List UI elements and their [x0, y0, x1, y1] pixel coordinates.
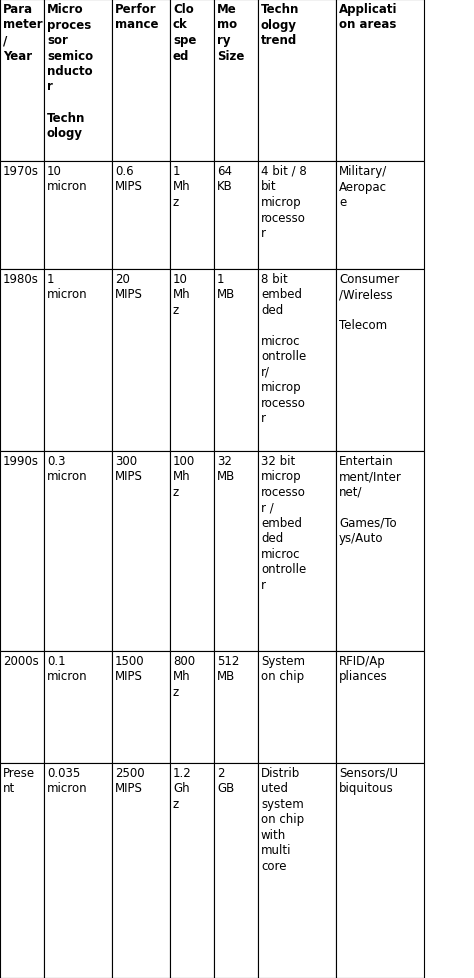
Text: 1980s: 1980s: [3, 273, 39, 286]
Text: Distrib
uted
system
on chip
with
multi
core: Distrib uted system on chip with multi c…: [261, 766, 304, 872]
Bar: [336, 651, 424, 763]
Bar: [336, 452, 424, 651]
Text: 1
Mh
z: 1 Mh z: [173, 165, 191, 208]
Text: 0.035
micron: 0.035 micron: [47, 766, 88, 795]
Text: 1.2
Gh
z: 1.2 Gh z: [173, 766, 192, 810]
Text: Perfor
mance: Perfor mance: [115, 3, 158, 31]
Bar: [0, 270, 44, 452]
Text: Sensors/U
biquitous: Sensors/U biquitous: [339, 766, 398, 795]
Bar: [170, 270, 214, 452]
Bar: [44, 651, 112, 763]
Bar: [170, 763, 214, 978]
Bar: [170, 0, 214, 161]
Bar: [258, 270, 336, 452]
Bar: [0, 452, 44, 651]
Bar: [258, 0, 336, 161]
Bar: [44, 763, 112, 978]
Bar: [336, 763, 424, 978]
Text: 512
MB: 512 MB: [217, 654, 239, 683]
Text: 1990s: 1990s: [3, 455, 39, 467]
Bar: [0, 651, 44, 763]
Text: 0.3
micron: 0.3 micron: [47, 455, 88, 483]
Bar: [44, 0, 112, 161]
Bar: [170, 452, 214, 651]
Text: RFID/Ap
pliances: RFID/Ap pliances: [339, 654, 388, 683]
Text: Micro
proces
sor
semico
nducto
r

Techn
ology: Micro proces sor semico nducto r Techn o…: [47, 3, 93, 140]
Text: Military/
Aeropac
e: Military/ Aeropac e: [339, 165, 387, 208]
Bar: [214, 763, 258, 978]
Text: 1
MB: 1 MB: [217, 273, 235, 301]
Bar: [44, 270, 112, 452]
Bar: [214, 161, 258, 270]
Text: 10
Mh
z: 10 Mh z: [173, 273, 191, 317]
Text: 0.1
micron: 0.1 micron: [47, 654, 88, 683]
Text: 2000s: 2000s: [3, 654, 39, 667]
Bar: [112, 270, 170, 452]
Bar: [112, 763, 170, 978]
Text: Clo
ck
spe
ed: Clo ck spe ed: [173, 3, 196, 63]
Bar: [0, 161, 44, 270]
Bar: [44, 161, 112, 270]
Text: Me
mo
ry
Size: Me mo ry Size: [217, 3, 245, 63]
Bar: [44, 452, 112, 651]
Bar: [258, 161, 336, 270]
Text: Applicati
on areas: Applicati on areas: [339, 3, 398, 31]
Bar: [112, 651, 170, 763]
Text: 800
Mh
z: 800 Mh z: [173, 654, 195, 698]
Text: 10
micron: 10 micron: [47, 165, 88, 194]
Bar: [214, 651, 258, 763]
Text: System
on chip: System on chip: [261, 654, 305, 683]
Text: 300
MIPS: 300 MIPS: [115, 455, 143, 483]
Bar: [336, 161, 424, 270]
Bar: [112, 0, 170, 161]
Text: 1
micron: 1 micron: [47, 273, 88, 301]
Text: 64
KB: 64 KB: [217, 165, 233, 194]
Text: 8 bit
embed
ded

microc
ontrolle
r/
microp
rocesso
r: 8 bit embed ded microc ontrolle r/ micro…: [261, 273, 306, 425]
Bar: [214, 452, 258, 651]
Bar: [258, 452, 336, 651]
Bar: [0, 0, 44, 161]
Text: Entertain
ment/Inter
net/

Games/To
ys/Auto: Entertain ment/Inter net/ Games/To ys/Au…: [339, 455, 402, 545]
Text: 1500
MIPS: 1500 MIPS: [115, 654, 145, 683]
Bar: [214, 270, 258, 452]
Text: 100
Mh
z: 100 Mh z: [173, 455, 195, 499]
Bar: [258, 763, 336, 978]
Text: 0.6
MIPS: 0.6 MIPS: [115, 165, 143, 194]
Bar: [112, 161, 170, 270]
Bar: [0, 763, 44, 978]
Bar: [112, 452, 170, 651]
Text: 2500
MIPS: 2500 MIPS: [115, 766, 145, 795]
Text: 2
GB: 2 GB: [217, 766, 234, 795]
Text: 1970s: 1970s: [3, 165, 39, 178]
Text: 4 bit / 8
bit
microp
rocesso
r: 4 bit / 8 bit microp rocesso r: [261, 165, 307, 240]
Bar: [214, 0, 258, 161]
Text: Para
meter
/
Year: Para meter / Year: [3, 3, 43, 63]
Bar: [258, 651, 336, 763]
Text: Consumer
/Wireless

Telecom: Consumer /Wireless Telecom: [339, 273, 399, 333]
Bar: [336, 270, 424, 452]
Text: Techn
ology
trend: Techn ology trend: [261, 3, 300, 47]
Bar: [336, 0, 424, 161]
Text: Prese
nt: Prese nt: [3, 766, 35, 795]
Bar: [170, 161, 214, 270]
Text: 32
MB: 32 MB: [217, 455, 235, 483]
Text: 32 bit
microp
rocesso
r /
embed
ded
microc
ontrolle
r: 32 bit microp rocesso r / embed ded micr…: [261, 455, 306, 592]
Bar: [170, 651, 214, 763]
Text: 20
MIPS: 20 MIPS: [115, 273, 143, 301]
